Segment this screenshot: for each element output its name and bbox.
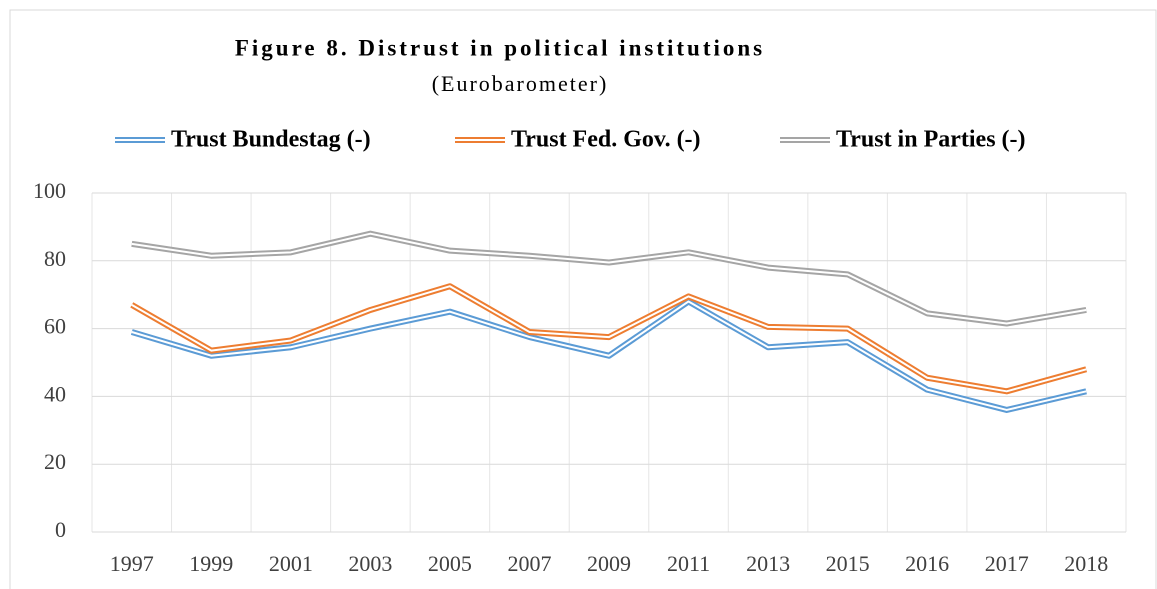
y-tick-label: 100: [33, 178, 66, 203]
x-tick-label: 2005: [428, 551, 472, 576]
x-tick-label: 2018: [1064, 551, 1108, 576]
chart-frame: [9, 9, 1157, 589]
series-line: [131, 230, 1087, 327]
series-line-inner: [131, 285, 1087, 393]
x-tick-label: 2007: [507, 551, 551, 576]
x-tick-label: 2017: [985, 551, 1029, 576]
legend-label: Trust in Parties (-): [836, 127, 1026, 153]
x-tick-label: 2016: [905, 551, 949, 576]
x-tick-label: 2013: [746, 551, 790, 576]
x-tick-label: 2003: [348, 551, 392, 576]
y-tick-label: 80: [44, 246, 66, 271]
y-tick-label: 20: [44, 449, 66, 474]
series-line-inner: [131, 300, 1087, 411]
x-tick-label: 2015: [826, 551, 870, 576]
x-tick-label: 2011: [667, 551, 710, 576]
y-tick-label: 60: [44, 314, 66, 339]
y-tick-label: 0: [55, 517, 66, 542]
x-tick-label: 1997: [110, 551, 154, 576]
series-line-inner: [131, 232, 1087, 325]
chart-title: Figure 8. Distrust in political institut…: [235, 35, 765, 60]
chart-subtitle: (Eurobarometer): [432, 71, 609, 96]
x-tick-label: 1999: [189, 551, 233, 576]
legend-label: Trust Bundestag (-): [171, 127, 371, 153]
y-tick-label: 40: [44, 381, 66, 406]
series-line: [130, 283, 1088, 395]
legend-label: Trust Fed. Gov. (-): [511, 127, 701, 153]
x-tick-label: 2009: [587, 551, 631, 576]
x-tick-label: 2001: [269, 551, 313, 576]
